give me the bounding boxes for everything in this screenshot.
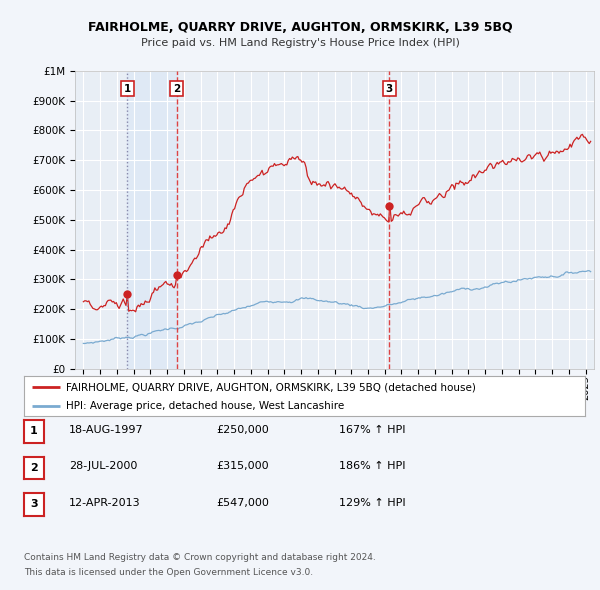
Text: 186% ↑ HPI: 186% ↑ HPI bbox=[339, 461, 406, 471]
Text: Contains HM Land Registry data © Crown copyright and database right 2024.: Contains HM Land Registry data © Crown c… bbox=[24, 553, 376, 562]
Text: This data is licensed under the Open Government Licence v3.0.: This data is licensed under the Open Gov… bbox=[24, 568, 313, 577]
Text: 167% ↑ HPI: 167% ↑ HPI bbox=[339, 425, 406, 434]
Text: 2: 2 bbox=[173, 84, 180, 94]
Text: 129% ↑ HPI: 129% ↑ HPI bbox=[339, 498, 406, 507]
Text: 3: 3 bbox=[30, 500, 38, 509]
Text: £315,000: £315,000 bbox=[216, 461, 269, 471]
Text: 2: 2 bbox=[30, 463, 38, 473]
Text: 28-JUL-2000: 28-JUL-2000 bbox=[69, 461, 137, 471]
Text: FAIRHOLME, QUARRY DRIVE, AUGHTON, ORMSKIRK, L39 5BQ: FAIRHOLME, QUARRY DRIVE, AUGHTON, ORMSKI… bbox=[88, 21, 512, 34]
Bar bbox=[127, 71, 176, 369]
Text: FAIRHOLME, QUARRY DRIVE, AUGHTON, ORMSKIRK, L39 5BQ (detached house): FAIRHOLME, QUARRY DRIVE, AUGHTON, ORMSKI… bbox=[66, 382, 476, 392]
Text: 3: 3 bbox=[386, 84, 393, 94]
Text: Price paid vs. HM Land Registry's House Price Index (HPI): Price paid vs. HM Land Registry's House … bbox=[140, 38, 460, 48]
Text: 12-APR-2013: 12-APR-2013 bbox=[69, 498, 140, 507]
Text: 18-AUG-1997: 18-AUG-1997 bbox=[69, 425, 143, 434]
Text: 1: 1 bbox=[30, 427, 38, 436]
Text: £547,000: £547,000 bbox=[216, 498, 269, 507]
Text: HPI: Average price, detached house, West Lancashire: HPI: Average price, detached house, West… bbox=[66, 401, 344, 411]
Text: £250,000: £250,000 bbox=[216, 425, 269, 434]
Text: 1: 1 bbox=[124, 84, 131, 94]
